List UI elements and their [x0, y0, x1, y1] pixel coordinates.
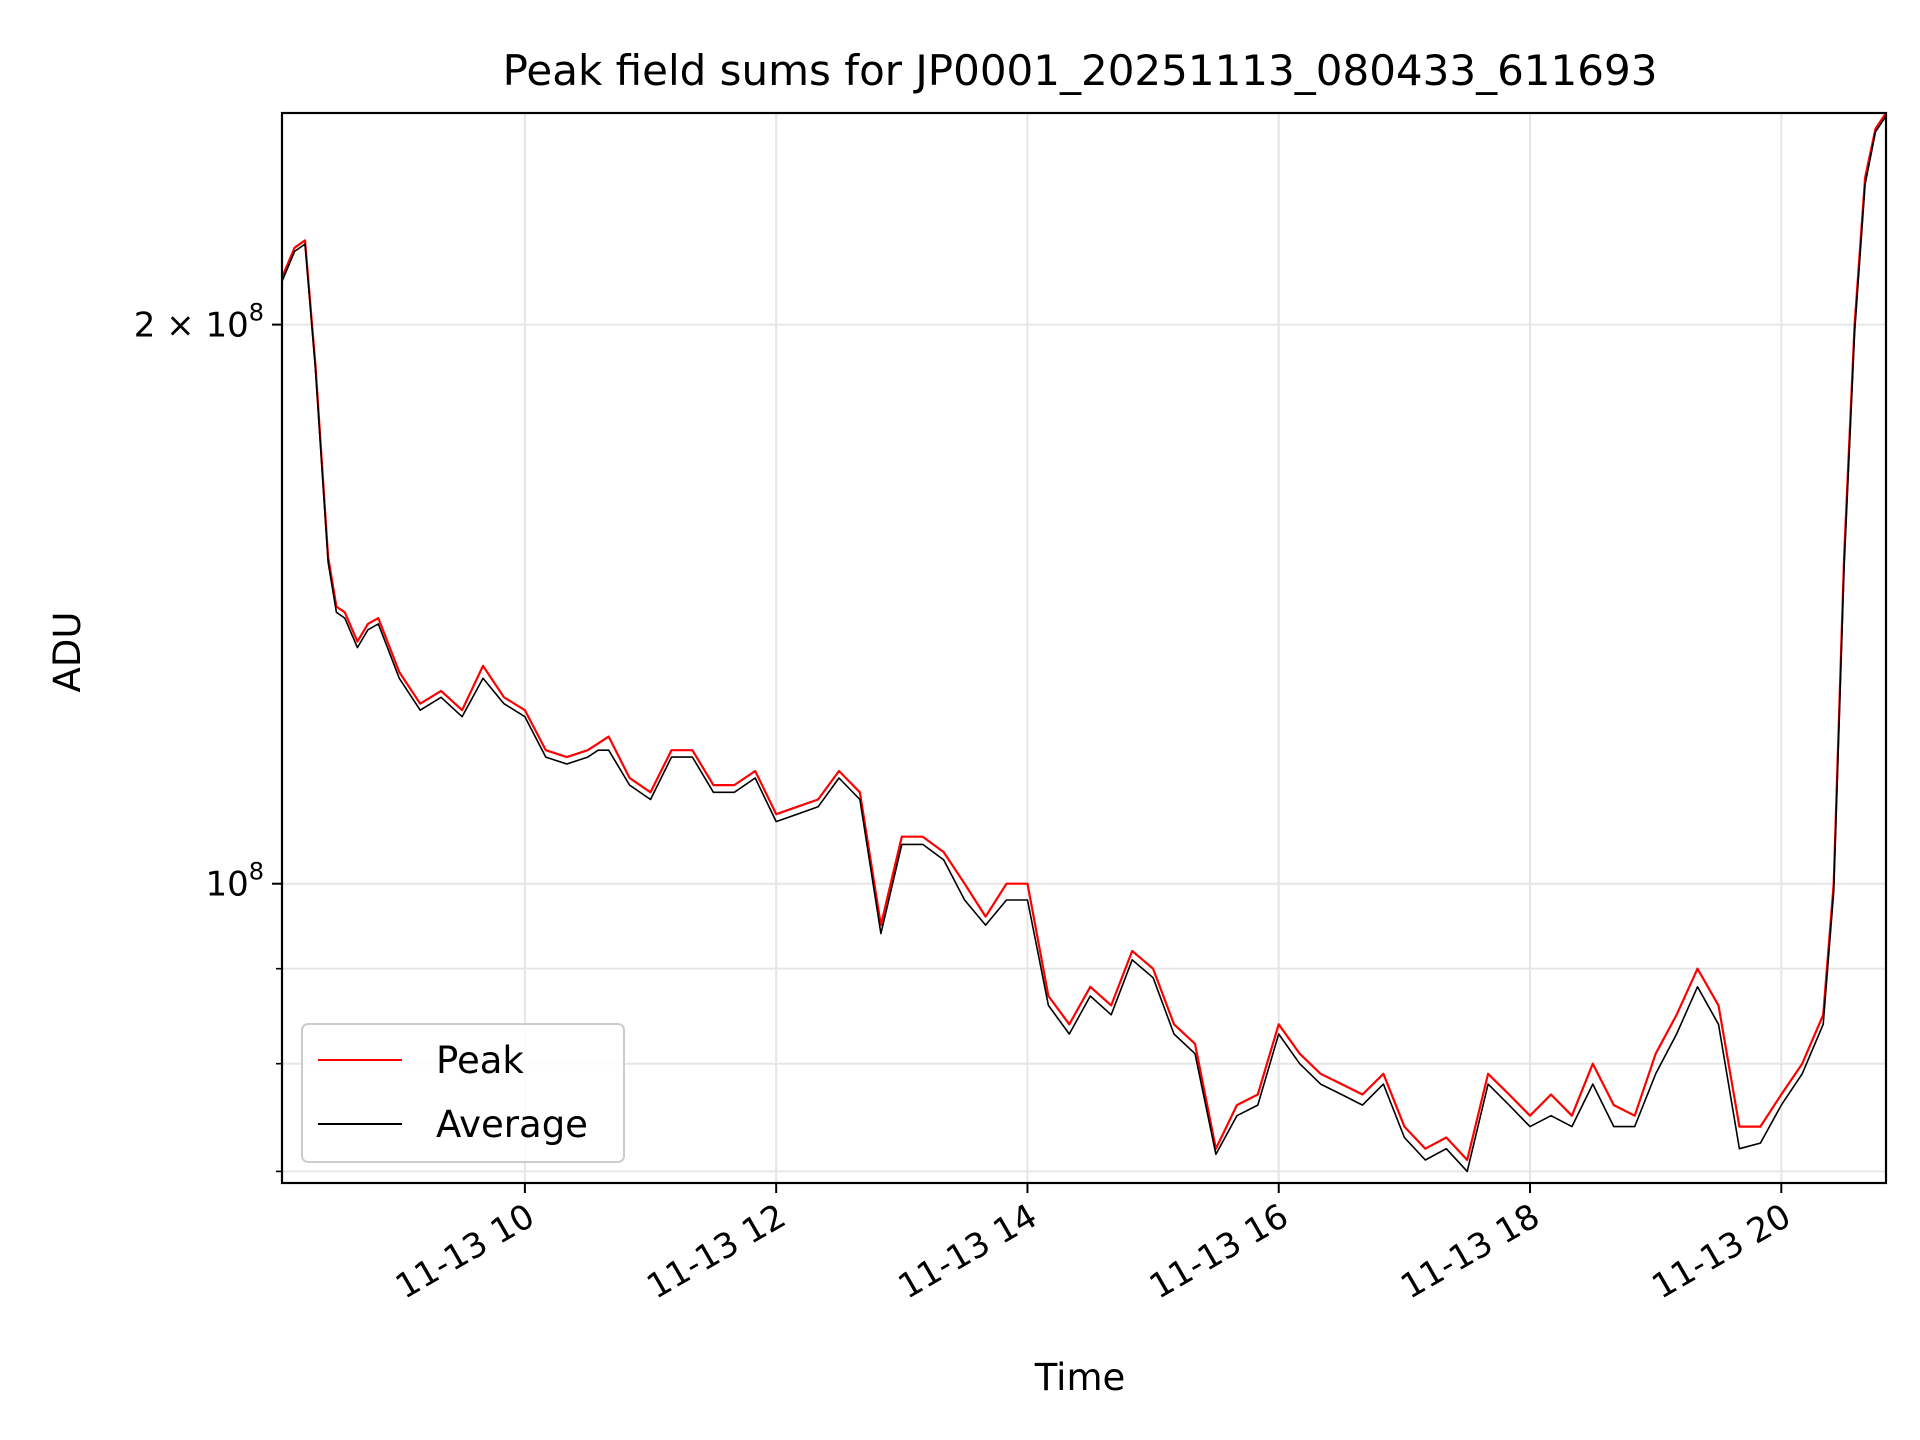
chart-title: Peak field sums for JP0001_20251113_0804…: [503, 46, 1658, 95]
y-tick-label: 2 × 108: [134, 299, 264, 346]
y-tick-exponent: 8: [249, 858, 264, 886]
series-line-peak: [280, 112, 1887, 1162]
plot-frame: [280, 111, 1888, 1185]
legend-box: [301, 1023, 625, 1163]
y-axis-label: ADU: [46, 612, 89, 693]
legend-label-average: Average: [436, 1103, 588, 1146]
legend: Peak Average: [301, 1023, 625, 1163]
legend-label-peak: Peak: [436, 1039, 524, 1082]
y-tick-base: 10: [205, 306, 248, 346]
y-tick-label: 108: [205, 858, 264, 905]
y-tick-exponent: 8: [249, 299, 264, 327]
x-axis-label: Time: [1034, 1356, 1126, 1399]
grid: [282, 113, 1886, 1183]
series-line-average: [281, 115, 1887, 1173]
y-tick-base: 10: [205, 865, 248, 905]
y-tick-mantissa: 2 ×: [134, 306, 206, 346]
series-layer: [280, 112, 1887, 1173]
